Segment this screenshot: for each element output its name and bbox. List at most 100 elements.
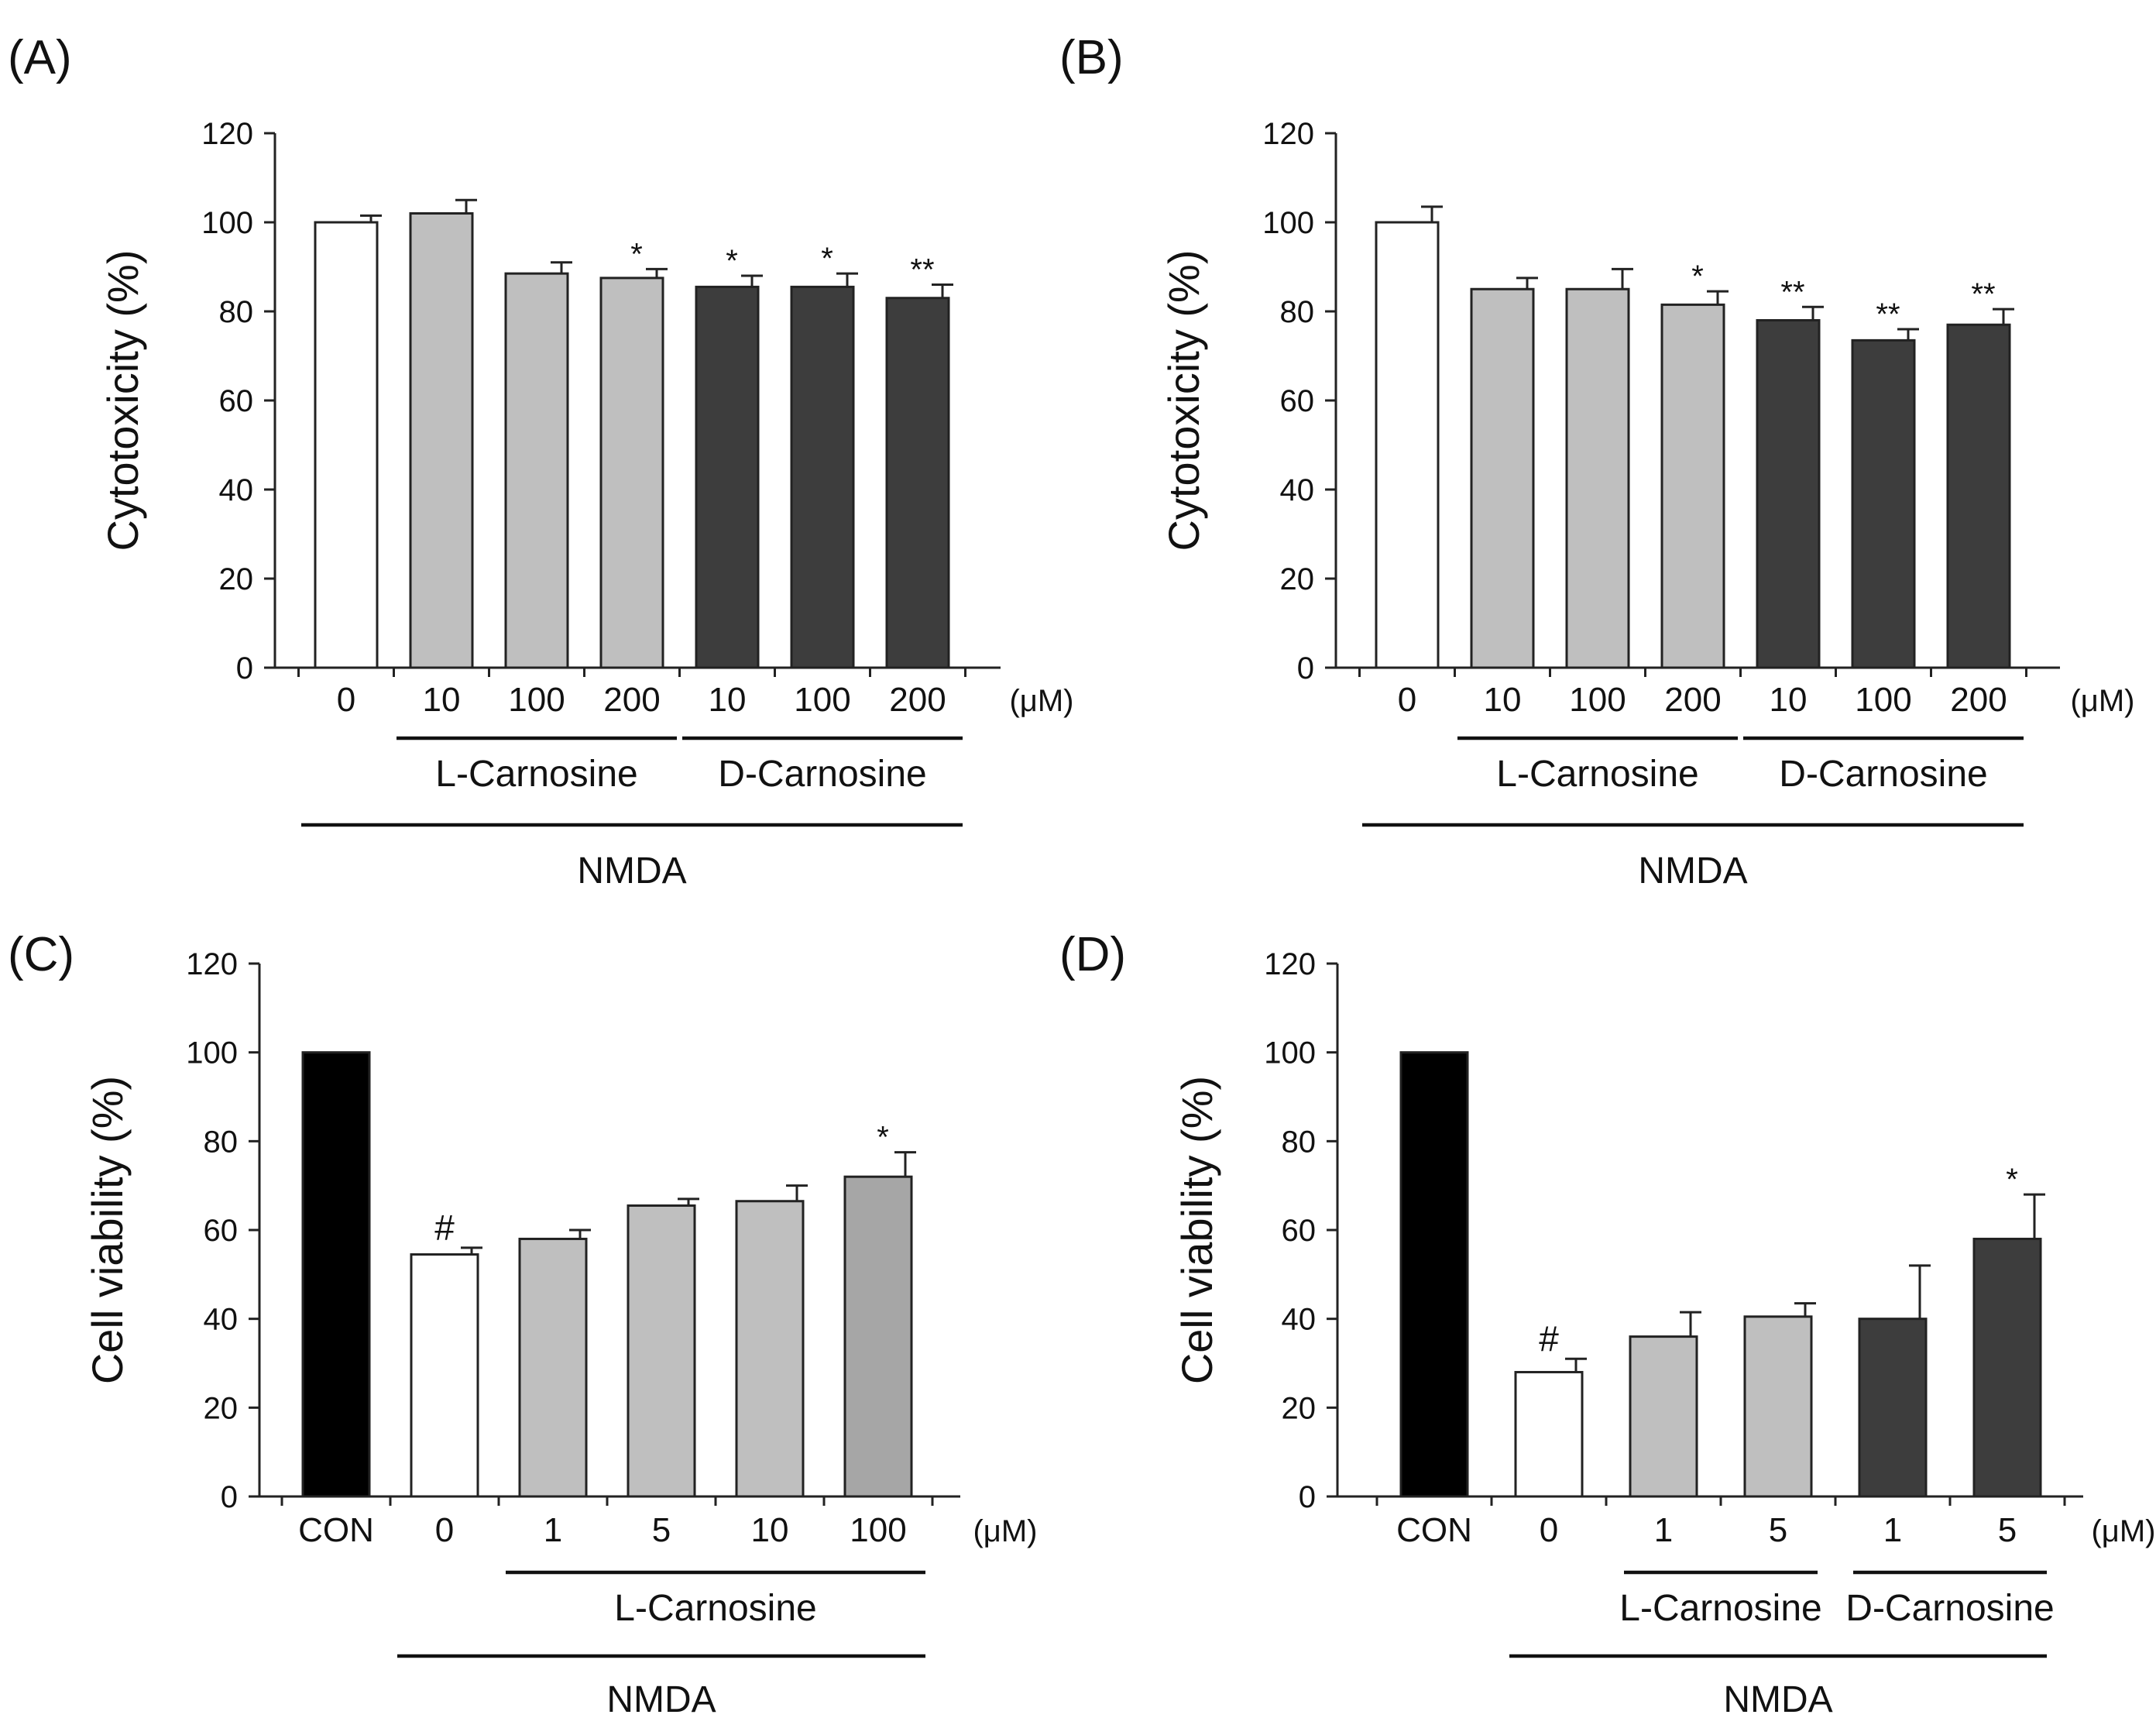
group-label: D-Carnosine bbox=[718, 754, 926, 795]
group-label: L-Carnosine bbox=[435, 754, 637, 795]
group-label: L-Carnosine bbox=[1619, 1588, 1821, 1629]
x-tick-label: 5 bbox=[1998, 1511, 2017, 1549]
significance-mark: ** bbox=[1971, 277, 1995, 311]
x-tick-label: 0 bbox=[1540, 1511, 1558, 1549]
unit-label: (μM) bbox=[973, 1514, 1037, 1548]
significance-mark: * bbox=[2006, 1163, 2018, 1197]
x-tick-label: 10 bbox=[1484, 681, 1522, 719]
x-tick-label: 0 bbox=[1398, 681, 1416, 719]
y-tick-label: 40 bbox=[219, 473, 254, 507]
bar-6 bbox=[1972, 1237, 2042, 1498]
bar-1 bbox=[1375, 221, 1440, 669]
bar-1 bbox=[314, 221, 379, 669]
y-tick-label: 80 bbox=[219, 295, 254, 329]
y-axis-title: Cell viability (%) bbox=[83, 1076, 132, 1384]
x-tick-label: 200 bbox=[1664, 681, 1721, 719]
x-tick-label: CON bbox=[298, 1511, 374, 1549]
significance-mark: * bbox=[1691, 259, 1704, 294]
panel-a: (A) Cytotoxicity (%) 0 20 40 60 80 100 120 0 10 100… bbox=[8, 31, 1074, 892]
x-tick-label: 100 bbox=[508, 681, 565, 719]
significance-mark: * bbox=[630, 237, 643, 271]
group-label: D-Carnosine bbox=[1845, 1588, 2054, 1629]
x-tick-label: 0 bbox=[435, 1511, 454, 1549]
bar-6 bbox=[790, 285, 855, 669]
group-label: L-Carnosine bbox=[614, 1588, 816, 1629]
unit-label: (μM) bbox=[2091, 1514, 2155, 1548]
x-tick-label: 1 bbox=[1883, 1511, 1902, 1549]
y-tick-label: 0 bbox=[1299, 1480, 1316, 1514]
bar-4 bbox=[627, 1204, 696, 1498]
bar-5 bbox=[735, 1200, 805, 1498]
group-label: NMDA bbox=[606, 1679, 716, 1718]
unit-label: (μM) bbox=[1009, 684, 1073, 718]
significance-mark: ** bbox=[910, 253, 934, 287]
bar-4 bbox=[1660, 303, 1725, 669]
x-tick-label: 100 bbox=[1569, 681, 1626, 719]
bar-3 bbox=[504, 272, 569, 669]
significance-mark: * bbox=[877, 1121, 889, 1155]
bar-7 bbox=[885, 297, 950, 669]
bar-1 bbox=[1399, 1051, 1469, 1498]
bar-1 bbox=[301, 1051, 371, 1498]
unit-label: (μM) bbox=[2070, 684, 2134, 718]
x-tick-label: 5 bbox=[652, 1511, 671, 1549]
group-label: NMDA bbox=[577, 850, 686, 892]
group-label: D-Carnosine bbox=[1779, 754, 1987, 795]
bar-7 bbox=[1946, 323, 2011, 669]
bar-2 bbox=[1514, 1370, 1584, 1498]
x-tick-label: 100 bbox=[850, 1511, 906, 1549]
x-tick-label: 10 bbox=[709, 681, 747, 719]
y-tick-label: 20 bbox=[1282, 1391, 1317, 1425]
y-tick-label: 20 bbox=[219, 562, 254, 596]
y-tick-label: 40 bbox=[204, 1303, 239, 1337]
y-tick-label: 60 bbox=[204, 1214, 239, 1248]
bar-5 bbox=[1858, 1318, 1928, 1498]
bar-4 bbox=[599, 277, 664, 669]
y-tick-label: 120 bbox=[1264, 947, 1316, 981]
significance-mark: ** bbox=[1876, 297, 1900, 332]
x-tick-label: 200 bbox=[1950, 681, 2007, 719]
y-tick-label: 0 bbox=[1297, 651, 1314, 685]
bar-6 bbox=[843, 1175, 913, 1498]
y-tick-label: 120 bbox=[201, 117, 253, 151]
y-tick-label: 80 bbox=[204, 1125, 239, 1159]
y-tick-label: 100 bbox=[186, 1036, 238, 1070]
x-tick-label: 200 bbox=[603, 681, 660, 719]
x-tick-label: 5 bbox=[1769, 1511, 1787, 1549]
y-tick-label: 60 bbox=[1280, 384, 1315, 418]
panel-label: (A) bbox=[8, 31, 72, 84]
bar-2 bbox=[1470, 287, 1535, 669]
bar-3 bbox=[1629, 1335, 1698, 1498]
y-axis-title: Cell viability (%) bbox=[1172, 1076, 1221, 1384]
y-tick-label: 80 bbox=[1280, 295, 1315, 329]
significance-mark: * bbox=[821, 242, 833, 276]
y-tick-label: 0 bbox=[221, 1480, 238, 1514]
x-tick-label: 1 bbox=[1654, 1511, 1673, 1549]
bar-6 bbox=[1851, 338, 1916, 669]
bar-5 bbox=[695, 285, 760, 669]
y-tick-label: 0 bbox=[236, 651, 253, 685]
y-tick-label: 100 bbox=[201, 206, 253, 240]
group-label: NMDA bbox=[1723, 1679, 1832, 1718]
y-tick-label: 60 bbox=[1282, 1214, 1317, 1248]
significance-mark: * bbox=[726, 244, 738, 278]
panel-b: (B) Cytotoxicity (%) 0 20 40 60 80 100 120 0 10 100… bbox=[1059, 31, 2135, 892]
x-tick-label: 100 bbox=[1855, 681, 1911, 719]
x-tick-label: 10 bbox=[1770, 681, 1808, 719]
x-tick-label: 10 bbox=[423, 681, 461, 719]
y-tick-label: 120 bbox=[1262, 117, 1314, 151]
significance-mark: ** bbox=[1780, 275, 1804, 309]
y-tick-label: 100 bbox=[1262, 206, 1314, 240]
y-tick-label: 20 bbox=[1280, 562, 1315, 596]
bar-2 bbox=[410, 1253, 479, 1498]
group-label: NMDA bbox=[1638, 850, 1747, 892]
y-tick-label: 20 bbox=[204, 1391, 239, 1425]
y-axis-title: Cytotoxicity (%) bbox=[98, 250, 147, 551]
x-tick-label: 200 bbox=[889, 681, 946, 719]
panel-label: (D) bbox=[1059, 928, 1126, 981]
significance-mark: # bbox=[1539, 1318, 1559, 1359]
y-tick-label: 120 bbox=[186, 947, 238, 981]
y-axis-title: Cytotoxicity (%) bbox=[1159, 250, 1208, 551]
bar-3 bbox=[1565, 287, 1630, 669]
